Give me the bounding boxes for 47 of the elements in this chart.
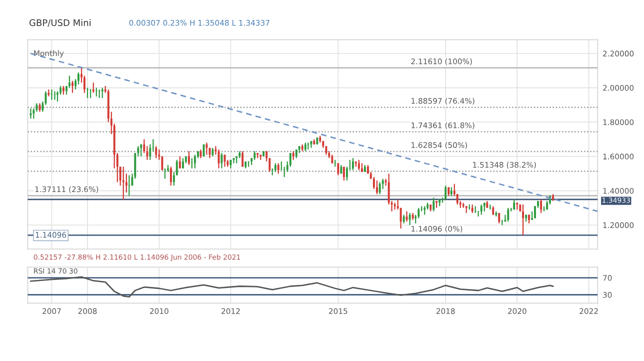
chart-title: GBP/USD Mini [29,19,90,27]
candlestick [140,144,142,157]
line-series [30,276,554,298]
candlestick [232,158,235,164]
candlestick [92,82,94,94]
candlestick [337,162,340,176]
candlestick [224,154,226,168]
candlestick [242,150,244,168]
candlestick [149,144,152,160]
candlestick [498,212,500,224]
candlestick [352,158,354,171]
candlestick [72,80,74,94]
candlestick [155,146,158,159]
candlestick [182,158,184,169]
candlestick [360,162,363,172]
candlestick [522,204,524,236]
candlestick [202,144,205,157]
candlestick [406,210,408,222]
candlestick [170,166,172,186]
candlestick [90,88,92,99]
candlestick [432,197,435,212]
candlestick [128,174,130,196]
candlestick [277,162,280,174]
candlestick [122,166,124,200]
candlestick [220,152,223,169]
candlestick [194,154,196,169]
candlestick [444,185,447,200]
candlestick [507,207,510,222]
candlestick [342,166,345,181]
candlestick [376,180,378,195]
candlestick [86,87,88,99]
candlestick [190,158,193,169]
candlestick [206,142,208,156]
candlestick [268,158,271,172]
candlestick [101,87,104,99]
candlestick [528,214,530,224]
candlestick [552,194,554,202]
candlestick [480,204,482,216]
candlestick [540,198,542,214]
candlestick [372,176,375,190]
candlestick [68,75,70,88]
candlestick [408,212,411,226]
candlestick [188,150,190,166]
candlestick [178,156,181,169]
candlestick [378,182,381,195]
candlestick [358,159,360,171]
candlestick [382,178,384,190]
